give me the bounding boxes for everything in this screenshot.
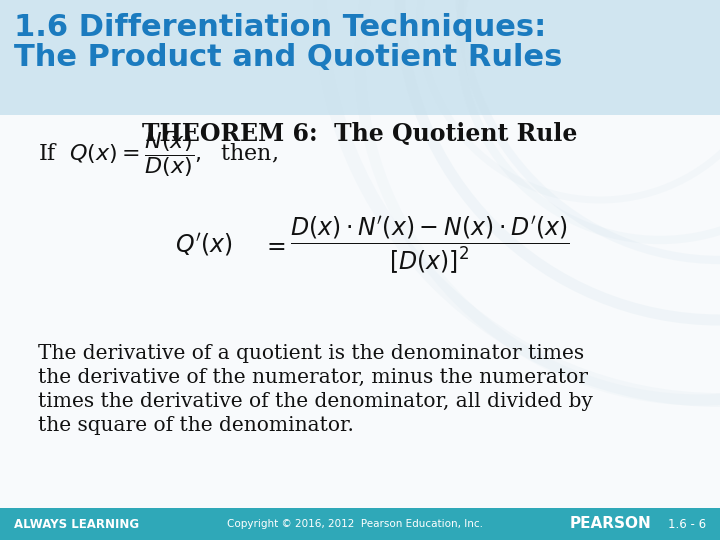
Text: 1.6 Differentiation Techniques:: 1.6 Differentiation Techniques:	[14, 13, 546, 42]
Text: THEOREM 6:  The Quotient Rule: THEOREM 6: The Quotient Rule	[143, 122, 577, 146]
Text: $Q'(x)$: $Q'(x)$	[175, 232, 233, 258]
Text: $\dfrac{D(x) \cdot N'(x) - N(x) \cdot D'(x)}{\left[D(x)\right]^2}$: $\dfrac{D(x) \cdot N'(x) - N(x) \cdot D'…	[290, 214, 570, 275]
Text: The derivative of a quotient is the denominator times: The derivative of a quotient is the deno…	[38, 344, 584, 363]
Text: If  $Q(x) = \dfrac{N(x)}{D(x)},$  then,: If $Q(x) = \dfrac{N(x)}{D(x)},$ then,	[38, 131, 278, 179]
Bar	[0, 0, 720, 115]
Text: ALWAYS LEARNING: ALWAYS LEARNING	[14, 517, 139, 530]
Bar	[0, 115, 720, 508]
Text: the derivative of the numerator, minus the numerator: the derivative of the numerator, minus t…	[38, 368, 588, 387]
Text: PEARSON: PEARSON	[570, 516, 652, 531]
Text: 1.6 - 6: 1.6 - 6	[668, 517, 706, 530]
Text: the square of the denominator.: the square of the denominator.	[38, 416, 354, 435]
Text: $=$: $=$	[262, 233, 286, 256]
Text: times the derivative of the denominator, all divided by: times the derivative of the denominator,…	[38, 392, 593, 411]
Text: Copyright © 2016, 2012  Pearson Education, Inc.: Copyright © 2016, 2012 Pearson Education…	[227, 519, 483, 529]
Bar	[0, 508, 720, 540]
Text: The Product and Quotient Rules: The Product and Quotient Rules	[14, 43, 562, 72]
